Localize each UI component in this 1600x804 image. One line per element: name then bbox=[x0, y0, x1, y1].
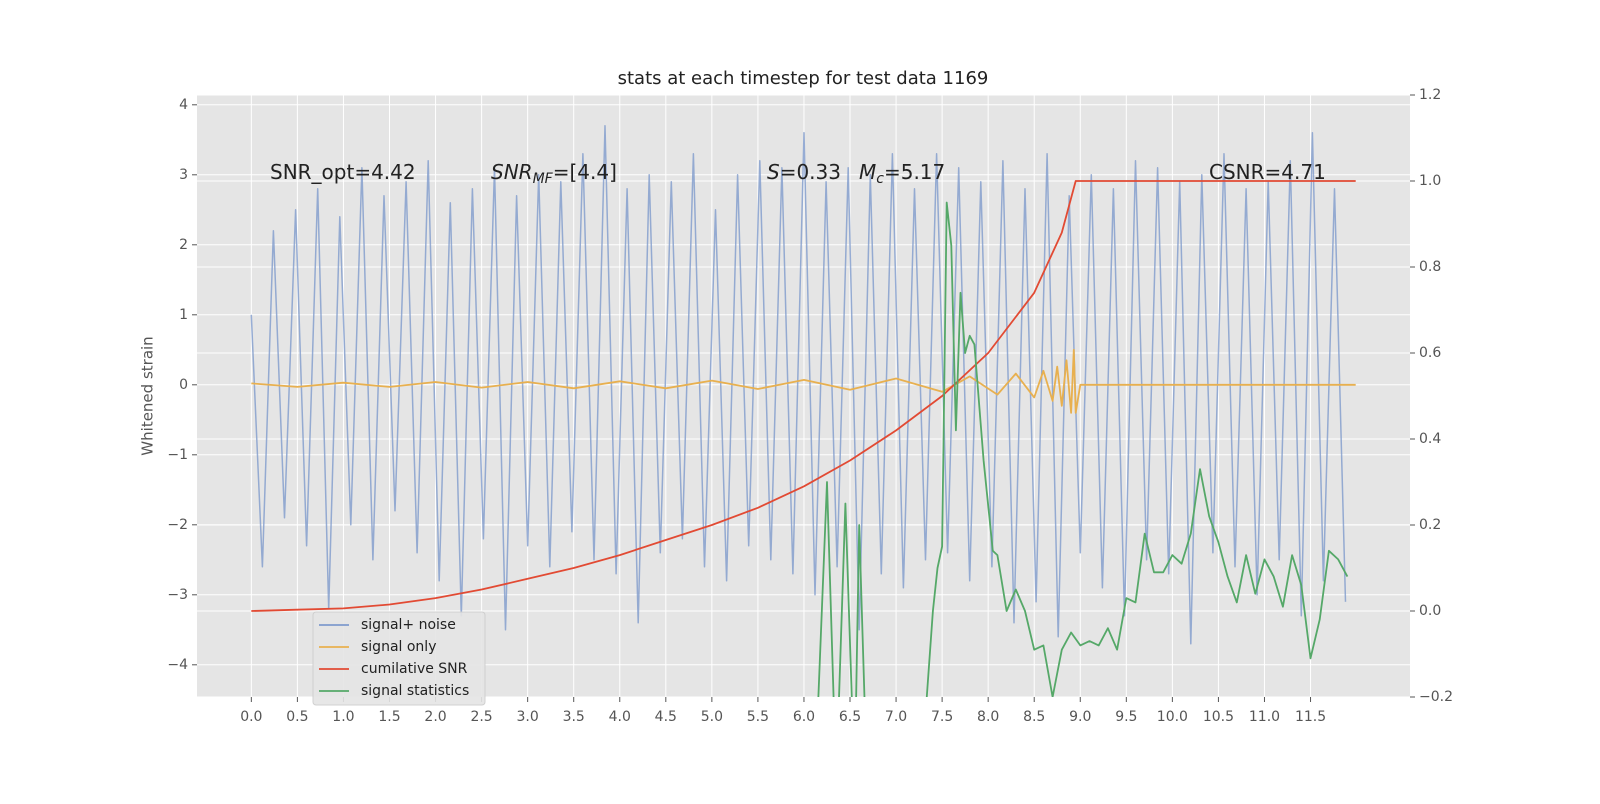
x-tick-label: 4.0 bbox=[609, 709, 631, 725]
annotation-text: CSNR=4.71 bbox=[1209, 160, 1326, 184]
y2-tick-label: 0.8 bbox=[1419, 259, 1441, 275]
x-tick-label: 0.0 bbox=[240, 709, 262, 725]
legend-label: signal only bbox=[361, 639, 436, 655]
marks bbox=[250, 125, 1356, 697]
annotation-text: =[4.4] bbox=[553, 160, 617, 184]
annotation-text: SNR_opt=4.42 bbox=[270, 160, 416, 184]
x-tick-label: 10.5 bbox=[1203, 709, 1234, 725]
annotation-var: S bbox=[767, 160, 780, 184]
y-tick-label: −1 bbox=[167, 447, 188, 463]
y2-tick-label: 1.0 bbox=[1419, 173, 1441, 189]
annotation-sub: c bbox=[876, 171, 884, 187]
x-tick-label: 4.5 bbox=[655, 709, 677, 725]
x-tick-label: 6.0 bbox=[793, 709, 815, 725]
legend-label: cumilative SNR bbox=[361, 661, 468, 677]
y2-tick-label: 0.6 bbox=[1419, 345, 1441, 361]
grid bbox=[197, 94, 1410, 698]
x-tick-label: 0.5 bbox=[286, 709, 308, 725]
x-tick-label: 10.0 bbox=[1157, 709, 1188, 725]
y-axis-label: Whitened strain bbox=[139, 336, 157, 455]
x-tick-label: 9.5 bbox=[1115, 709, 1137, 725]
x-tick-label: 11.5 bbox=[1295, 709, 1326, 725]
y-tick-label: −2 bbox=[167, 517, 188, 533]
annotation: S=0.33 bbox=[767, 160, 841, 184]
x-tick-label: 1.5 bbox=[378, 709, 400, 725]
y-tick-label: 1 bbox=[179, 307, 188, 323]
y-tick-label: 2 bbox=[179, 237, 188, 253]
y-tick-label: 3 bbox=[179, 167, 188, 183]
annotation-text: =0.33 bbox=[780, 160, 841, 184]
x-tick-label: 8.0 bbox=[977, 709, 999, 725]
x-tick-label: 3.5 bbox=[563, 709, 585, 725]
y-tick-label: 4 bbox=[179, 97, 188, 113]
x-tick-label: 1.0 bbox=[332, 709, 354, 725]
series-line bbox=[250, 125, 1347, 645]
x-tick-label: 7.5 bbox=[931, 709, 953, 725]
x-tick-label: 2.0 bbox=[424, 709, 446, 725]
x-tick-label: 5.0 bbox=[701, 709, 723, 725]
legend-label: signal statistics bbox=[361, 683, 469, 699]
y-tick-label: −3 bbox=[167, 587, 188, 603]
annotation-var: SNR bbox=[491, 160, 533, 184]
x-tick-label: 11.0 bbox=[1249, 709, 1280, 725]
series-line bbox=[817, 201, 1349, 697]
chart-title: stats at each timestep for test data 116… bbox=[618, 68, 989, 89]
annotation-sub: MF bbox=[533, 171, 554, 187]
y2-tick-label: 0.4 bbox=[1419, 431, 1441, 447]
annotation: Mc=5.17 bbox=[859, 160, 945, 188]
x-tick-label: 7.0 bbox=[885, 709, 907, 725]
y2-tick-label: 0.2 bbox=[1419, 517, 1441, 533]
y2-tick-label: 0.0 bbox=[1419, 603, 1441, 619]
legend-label: signal+ noise bbox=[361, 617, 456, 633]
annotation-var: M bbox=[859, 160, 876, 184]
annotation-text: =5.17 bbox=[884, 160, 945, 184]
annotation: SNR_opt=4.42 bbox=[270, 160, 416, 184]
x-tick-label: 2.5 bbox=[470, 709, 492, 725]
y-tick-label: 0 bbox=[179, 377, 188, 393]
x-tick-label: 6.5 bbox=[839, 709, 861, 725]
y2-tick-label: −0.2 bbox=[1419, 689, 1453, 705]
x-tick-label: 9.0 bbox=[1069, 709, 1091, 725]
annotation: SNRMF=[4.4] bbox=[491, 160, 617, 188]
x-tick-label: 5.5 bbox=[747, 709, 769, 725]
legend-box bbox=[312, 611, 486, 706]
y-tick-label: −4 bbox=[167, 657, 188, 673]
series-line bbox=[251, 180, 1356, 612]
y2-tick-label: 1.2 bbox=[1419, 87, 1441, 103]
x-tick-label: 8.5 bbox=[1023, 709, 1045, 725]
axes: 0.0 0.5 1.0 1.5 2.0 2.5 3.0 3.5 4.0 4.5 5.0 5.5 6.0 6… bbox=[167, 87, 1453, 725]
x-tick-label: 3.0 bbox=[517, 709, 539, 725]
annotation: CSNR=4.71 bbox=[1209, 160, 1326, 184]
series-line bbox=[251, 348, 1356, 414]
